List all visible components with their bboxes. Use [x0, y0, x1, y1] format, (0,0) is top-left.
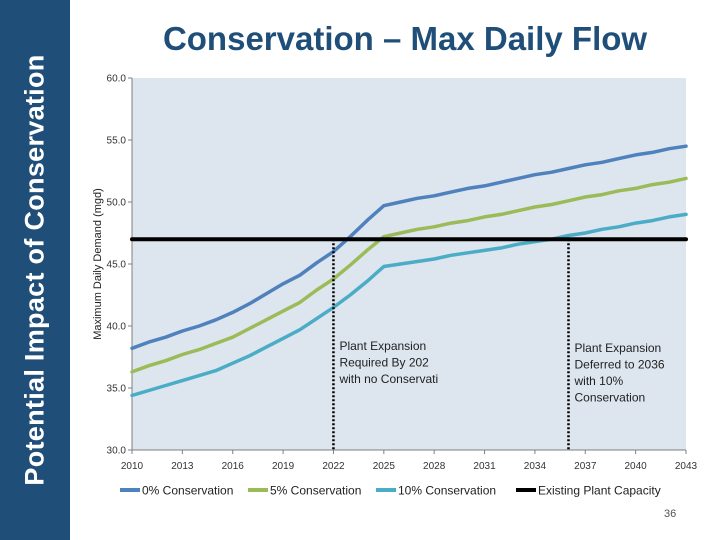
x-tick-label: 2022: [322, 461, 345, 472]
x-tick-label: 2043: [675, 461, 698, 472]
x-tick-label: 2010: [121, 461, 144, 472]
x-tick-label: 2040: [625, 461, 648, 472]
y-tick-label: 30.0: [107, 446, 127, 457]
y-tick-label: 35.0: [107, 384, 127, 395]
x-tick-label: 2016: [222, 461, 245, 472]
x-tick-label: 2031: [473, 461, 496, 472]
x-tick-label: 2019: [272, 461, 295, 472]
x-tick-label: 2034: [524, 461, 547, 472]
page-number: 36: [664, 508, 677, 520]
y-tick-label: 50.0: [107, 198, 127, 209]
slide-title: Conservation – Max Daily Flow: [162, 20, 648, 57]
x-tick-label: 2028: [423, 461, 446, 472]
y-tick-label: 60.0: [107, 74, 127, 85]
y-tick-label: 45.0: [107, 260, 127, 271]
y-tick-label: 55.0: [107, 136, 127, 147]
y-axis-label: Maximum Daily Demand (mgd): [92, 188, 104, 340]
series-line-2: [130, 212, 688, 398]
annotation-text: Conservation: [574, 391, 645, 405]
legend-label: 0% Conservation: [142, 484, 233, 498]
annotation-text: Plant Expansion: [339, 339, 426, 353]
annotation-text: Required By 202: [339, 356, 429, 370]
legend-label: 5% Conservation: [270, 484, 361, 498]
x-tick-label: 2037: [574, 461, 597, 472]
annotation-text: with no Conservati: [338, 372, 438, 386]
legend-label: 10% Conservation: [398, 484, 496, 498]
x-tick-label: 2013: [171, 461, 194, 472]
series-line-1: [130, 176, 688, 374]
side-bar: Potential Impact of Conservation: [0, 0, 70, 540]
y-tick-label: 40.0: [107, 322, 127, 333]
annotation-text: Deferred to 2036: [574, 358, 664, 372]
x-tick-label: 2025: [373, 461, 396, 472]
annotation-text: Plant Expansion: [574, 341, 661, 355]
legend-label: Existing Plant Capacity: [538, 484, 661, 498]
series-line-0: [130, 144, 688, 351]
annotation-text: with 10%: [573, 374, 623, 388]
